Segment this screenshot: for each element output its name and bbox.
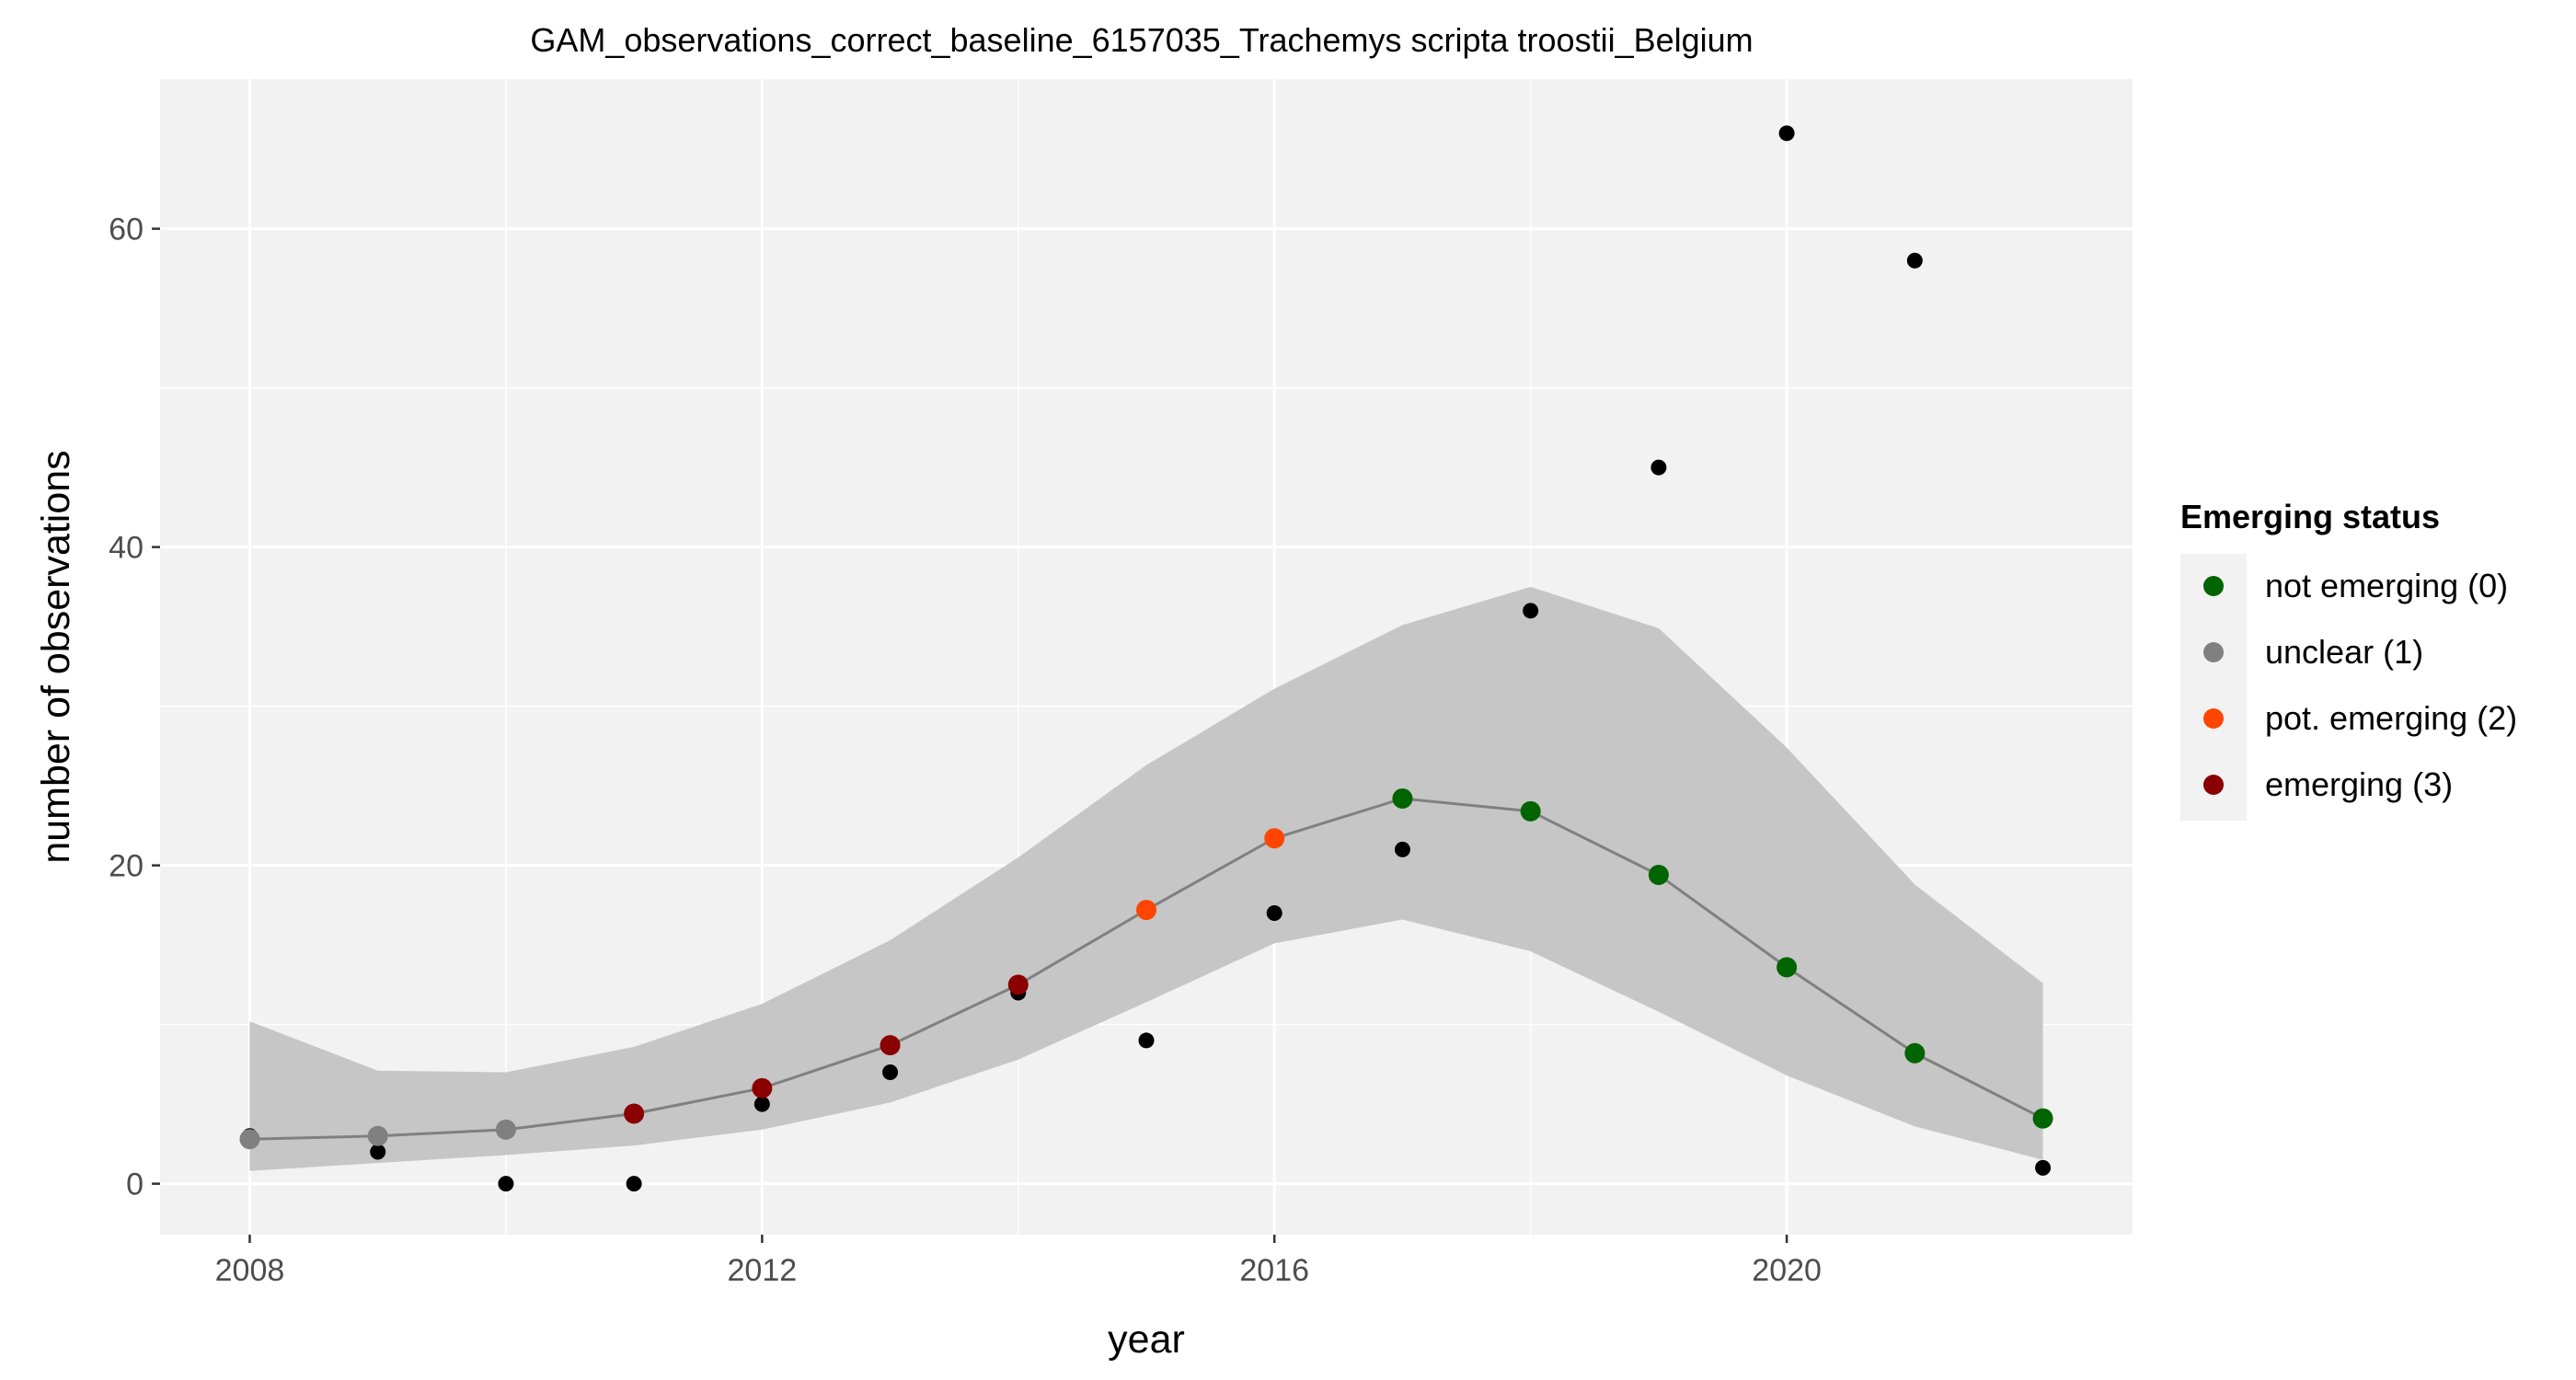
fitted-points — [239, 788, 2053, 1150]
y-axis-ticks: 0 20 40 60 — [109, 213, 160, 1202]
fitted-point — [1007, 974, 1029, 995]
confidence-band — [249, 586, 2043, 1171]
chart-title: GAM_observations_correct_baseline_615703… — [530, 21, 1753, 59]
legend-key-dot — [2203, 775, 2224, 795]
y-tick-label: 60 — [109, 213, 144, 247]
fitted-point — [1136, 900, 1156, 921]
fitted-point — [1648, 865, 1669, 886]
x-tick-label: 2012 — [728, 1253, 798, 1288]
fitted-point — [1777, 957, 1798, 978]
fitted-point — [367, 1125, 388, 1146]
y-axis-title: number of observations — [34, 450, 78, 863]
fitted-point — [1392, 788, 1413, 809]
legend-item-label: unclear (1) — [2265, 633, 2423, 671]
legend-item-label: pot. emerging (2) — [2265, 699, 2517, 737]
observation-point — [370, 1144, 386, 1160]
legend: Emerging status not emerging (0) unclear … — [2180, 498, 2517, 821]
y-tick-label: 0 — [126, 1167, 144, 1202]
observation-point — [1523, 603, 1539, 619]
observation-point — [626, 1176, 642, 1192]
x-tick-label: 2020 — [1752, 1253, 1822, 1288]
fitted-point — [2032, 1108, 2053, 1129]
legend-item-label: not emerging (0) — [2265, 567, 2508, 604]
observation-point — [498, 1176, 514, 1192]
observation-point — [1138, 1032, 1155, 1049]
fitted-point — [880, 1035, 901, 1056]
observation-point — [2035, 1159, 2052, 1176]
legend-key-dot — [2203, 576, 2224, 596]
observation-point — [882, 1064, 899, 1081]
fitted-point — [752, 1077, 773, 1098]
x-tick-label: 2008 — [215, 1253, 285, 1288]
fitted-point — [239, 1129, 260, 1150]
observation-point — [1266, 905, 1282, 922]
x-tick-label: 2016 — [1239, 1253, 1309, 1288]
fitted-point — [495, 1119, 516, 1140]
legend-key-dot — [2203, 642, 2224, 662]
x-axis-ticks: 2008 2012 2016 2020 — [215, 1235, 1822, 1288]
observation-point — [1906, 252, 1923, 269]
x-axis-title: year — [1108, 1317, 1185, 1362]
y-tick-label: 40 — [109, 531, 144, 566]
confidence-ribbon — [249, 586, 2043, 1171]
y-tick-label: 20 — [109, 849, 144, 884]
observation-point — [753, 1096, 770, 1112]
observation-point — [1394, 841, 1410, 857]
fitted-point — [1520, 800, 1541, 822]
fitted-point — [1904, 1042, 1926, 1064]
observation-point — [1778, 125, 1795, 142]
legend-item-label: emerging (3) — [2265, 765, 2453, 803]
fitted-point — [1264, 828, 1285, 849]
fitted-point — [624, 1103, 645, 1124]
observation-point — [1650, 459, 1667, 476]
legend-key-dot — [2203, 708, 2224, 729]
legend-items: not emerging (0) unclear (1) pot. emerging… — [2203, 567, 2517, 803]
legend-title: Emerging status — [2180, 498, 2440, 535]
